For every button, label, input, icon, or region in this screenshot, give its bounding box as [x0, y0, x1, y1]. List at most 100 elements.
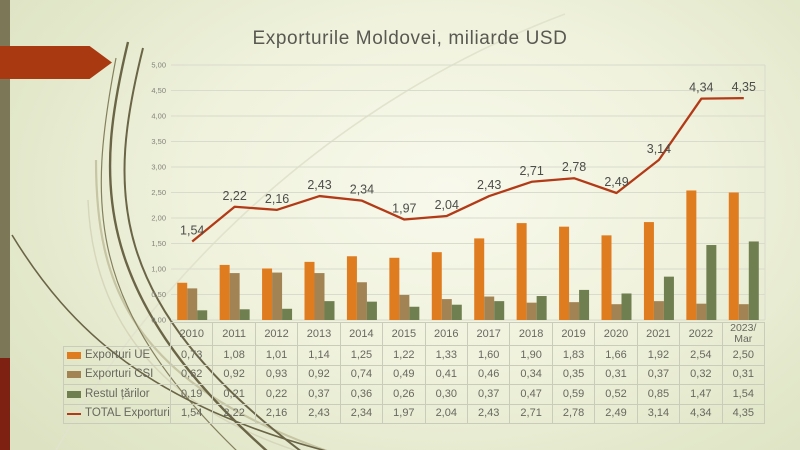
red-arrow-decoration — [0, 46, 112, 79]
table-cell: 0,47 — [510, 385, 553, 405]
table-cell: 0,37 — [298, 385, 341, 405]
table-cell: 1,97 — [383, 404, 426, 424]
line-data-label: 2,78 — [562, 160, 586, 174]
bar-exporturi-ue — [304, 261, 315, 320]
legend-color-swatch — [67, 390, 81, 398]
legend-color-swatch — [67, 352, 81, 360]
table-column-header: 2023/Mar — [722, 322, 765, 346]
bar-exporturi-csi — [484, 296, 495, 320]
table-cell: 1,60 — [467, 346, 511, 366]
legend-label: Exporturi UE — [85, 349, 151, 362]
y-axis-tick-label: 3,50 — [151, 137, 166, 146]
table-cell: 1,66 — [595, 346, 638, 366]
table-cell: 2,54 — [680, 346, 723, 366]
bar-exporturi-ue — [177, 282, 188, 320]
table-cell: 1,22 — [383, 346, 426, 366]
y-axis-tick-label: 0,00 — [151, 316, 166, 325]
table-cell: 0,31 — [722, 365, 765, 385]
table-cell: 2,43 — [298, 404, 341, 424]
table-cell: 2,78 — [552, 404, 596, 424]
bar-exporturi-ue — [389, 257, 400, 320]
y-axis-tick-label: 4,00 — [151, 112, 166, 121]
table-column-header: 2018 — [510, 322, 553, 346]
legend-label: TOTAL Exporturi — [85, 407, 170, 420]
bar-exporturi-ue — [431, 252, 442, 320]
bar-exporturi-csi — [441, 299, 452, 320]
bar-exporturi-csi — [229, 273, 240, 320]
line-data-label: 2,04 — [435, 198, 459, 212]
chart-title: Exporturile Moldovei, miliarde USD — [252, 28, 568, 49]
table-cell: 0,85 — [637, 385, 681, 405]
legend-label: Restul țărilor — [85, 387, 150, 400]
bar-exporturi-ue — [346, 256, 357, 320]
bar-restul-țărilor — [282, 308, 293, 320]
table-cell: 0,32 — [680, 365, 723, 385]
legend-item-restul-țărilor: Restul țărilor — [63, 385, 171, 405]
table-cell: 0,49 — [383, 365, 426, 385]
legend-color-swatch — [67, 371, 81, 379]
table-cell: 3,14 — [637, 404, 681, 424]
line-data-label: 4,34 — [689, 81, 713, 95]
table-cell: 0,30 — [425, 385, 468, 405]
bar-exporturi-ue — [262, 268, 273, 320]
bar-exporturi-csi — [356, 282, 367, 320]
bar-exporturi-csi — [611, 304, 622, 320]
bar-restul-țărilor — [366, 301, 377, 320]
table-cell: 1,25 — [340, 346, 384, 366]
table-cell: 4,34 — [680, 404, 723, 424]
bar-exporturi-ue — [643, 222, 654, 320]
table-cell: 0,46 — [467, 365, 511, 385]
table-cell: 0,34 — [510, 365, 553, 385]
bar-restul-țărilor — [451, 304, 462, 320]
table-cell: 1,14 — [298, 346, 341, 366]
table-column-header: 2022 — [680, 322, 723, 346]
legend-label: Exporturi CSI — [85, 368, 154, 381]
total-exports-line — [191, 97, 744, 243]
table-cell: 0,74 — [340, 365, 384, 385]
bar-exporturi-csi — [272, 272, 283, 320]
line-data-label: 4,35 — [732, 80, 756, 94]
table-cell: 0,73 — [171, 346, 214, 366]
table-cell: 0,36 — [340, 385, 384, 405]
table-column-header: 2019 — [552, 322, 596, 346]
line-data-label: 2,43 — [477, 178, 501, 192]
table-cell: 0,59 — [552, 385, 596, 405]
table-cell: 2,04 — [425, 404, 468, 424]
table-cell: 1,01 — [255, 346, 299, 366]
bar-restul-țărilor — [239, 309, 250, 320]
table-cell: 2,34 — [340, 404, 384, 424]
bar-restul-țărilor — [494, 301, 505, 320]
table-cell: 1,90 — [510, 346, 553, 366]
bar-exporturi-csi — [314, 273, 325, 320]
table-cell: 1,54 — [722, 385, 765, 405]
bar-exporturi-ue — [686, 190, 697, 320]
bar-restul-țărilor — [409, 306, 420, 320]
bar-exporturi-ue — [474, 238, 485, 320]
table-cell: 0,37 — [637, 365, 681, 385]
line-data-label: 1,54 — [180, 223, 204, 237]
legend-line-swatch — [67, 412, 81, 415]
bar-exporturi-ue — [559, 226, 570, 320]
table-cell: 1,83 — [552, 346, 596, 366]
table-cell: 2,50 — [722, 346, 765, 366]
y-axis-tick-label: 4,50 — [151, 86, 166, 95]
y-axis-tick-label: 5,00 — [151, 61, 166, 70]
table-cell: 0,21 — [213, 385, 256, 405]
table-cell: 2,71 — [510, 404, 553, 424]
bar-exporturi-ue — [728, 192, 739, 320]
bar-restul-țărilor — [197, 310, 208, 320]
table-cell: 0,31 — [595, 365, 638, 385]
table-cell: 0,26 — [383, 385, 426, 405]
line-data-label: 1,97 — [392, 202, 416, 216]
line-data-label: 2,43 — [307, 178, 331, 192]
table-cell: 2,49 — [595, 404, 638, 424]
table-column-header: 2021 — [637, 322, 681, 346]
table-cell: 0,92 — [298, 365, 341, 385]
table-cell: 0,93 — [255, 365, 299, 385]
table-column-header: 2012 — [255, 322, 299, 346]
line-data-label: 2,34 — [350, 183, 374, 197]
y-axis-tick-label: 2,00 — [151, 214, 166, 223]
table-column-header: 2011 — [213, 322, 256, 346]
